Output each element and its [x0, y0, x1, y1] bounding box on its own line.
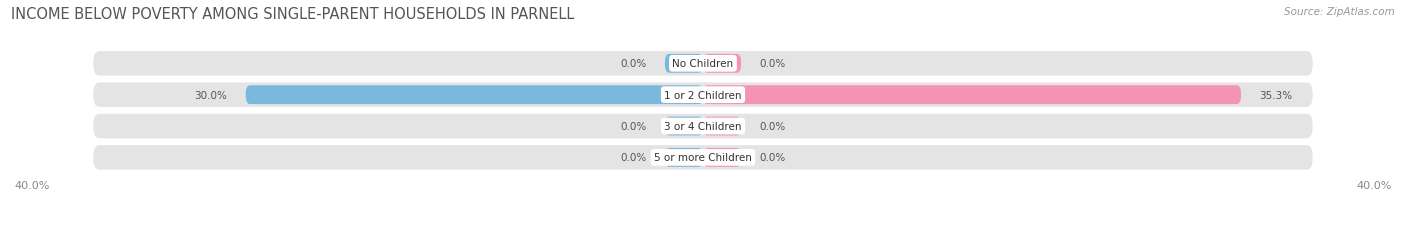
FancyBboxPatch shape: [703, 55, 741, 73]
FancyBboxPatch shape: [665, 117, 703, 136]
FancyBboxPatch shape: [703, 148, 741, 167]
Text: 0.0%: 0.0%: [759, 122, 786, 131]
Text: 0.0%: 0.0%: [759, 153, 786, 163]
Text: 40.0%: 40.0%: [1357, 180, 1392, 190]
FancyBboxPatch shape: [665, 55, 703, 73]
Text: 30.0%: 30.0%: [194, 90, 228, 100]
Text: 5 or more Children: 5 or more Children: [654, 153, 752, 163]
Legend: Single Father, Single Mother: Single Father, Single Mother: [607, 229, 799, 231]
FancyBboxPatch shape: [246, 86, 703, 105]
FancyBboxPatch shape: [93, 114, 1313, 139]
FancyBboxPatch shape: [93, 83, 1313, 107]
Text: 1 or 2 Children: 1 or 2 Children: [664, 90, 742, 100]
FancyBboxPatch shape: [703, 86, 1241, 105]
FancyBboxPatch shape: [703, 117, 741, 136]
Text: 0.0%: 0.0%: [759, 59, 786, 69]
Text: 40.0%: 40.0%: [14, 180, 49, 190]
FancyBboxPatch shape: [93, 52, 1313, 76]
FancyBboxPatch shape: [665, 148, 703, 167]
Text: 35.3%: 35.3%: [1260, 90, 1292, 100]
Text: No Children: No Children: [672, 59, 734, 69]
Text: 0.0%: 0.0%: [620, 122, 647, 131]
Text: 0.0%: 0.0%: [620, 59, 647, 69]
Text: 3 or 4 Children: 3 or 4 Children: [664, 122, 742, 131]
FancyBboxPatch shape: [93, 146, 1313, 170]
Text: Source: ZipAtlas.com: Source: ZipAtlas.com: [1284, 7, 1395, 17]
Text: INCOME BELOW POVERTY AMONG SINGLE-PARENT HOUSEHOLDS IN PARNELL: INCOME BELOW POVERTY AMONG SINGLE-PARENT…: [11, 7, 575, 22]
Text: 0.0%: 0.0%: [620, 153, 647, 163]
